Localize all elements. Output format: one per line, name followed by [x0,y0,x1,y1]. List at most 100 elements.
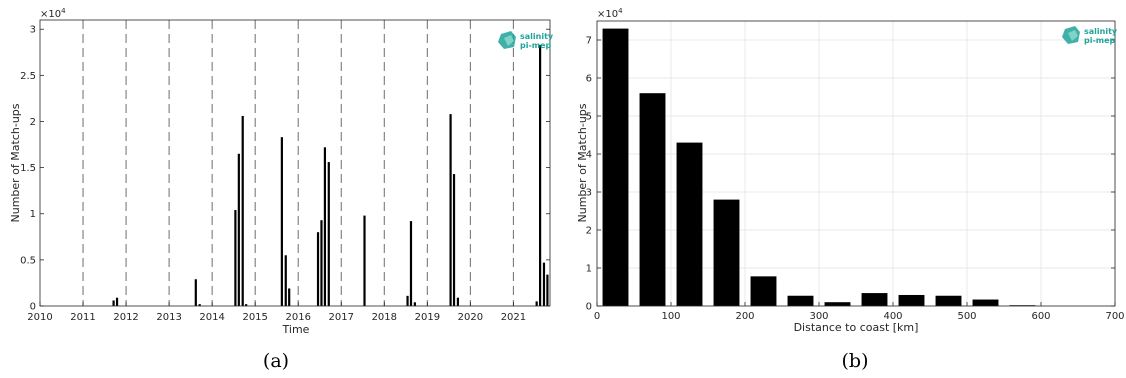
y-tick-label: 1 [30,209,36,220]
time-bar [112,300,115,306]
time-bar [245,304,248,306]
panel-a-x-ticks: 2010 2011 2012 2013 2014 2015 2016 2017 2018 2019… [27,302,526,323]
panel-b-plot-area [597,21,1115,306]
panel-b-axes-box [596,20,1116,307]
panel-a-axes-box [39,19,551,307]
panel-a-y-exponent: ×104 [40,7,66,20]
distance-bar [639,93,666,306]
y-tick-label: 0 [586,302,592,313]
distance-bar [972,299,999,306]
panel-a-bars [112,44,549,307]
caption-b: (b) [842,350,869,372]
caption-a: (a) [263,350,289,372]
x-tick-label: 700 [1105,311,1124,322]
distance-bar [713,199,740,306]
y-tick-label: 1.5 [20,163,36,174]
time-bar [280,137,283,306]
x-tick-label: 2015 [242,312,267,323]
x-tick-label: 2014 [199,312,224,323]
y-tick-label: 0.5 [20,255,36,266]
time-bar [535,301,538,306]
logo-line2: pi-mep [1084,36,1116,45]
logo-line1: salinity [520,32,554,41]
x-tick-label: 2017 [329,312,354,323]
panel-a-x-label: Time [282,323,310,336]
x-tick-label: 2016 [286,312,311,323]
salinity-logo-icon-facet [504,35,514,46]
logo-line2: pi-mep [520,41,552,50]
time-bar [237,153,240,306]
panel-b-y-label: Number of Match-ups [576,103,589,222]
y-tick-label: 3 [586,188,592,199]
x-tick-label: 2012 [113,312,138,323]
time-bar [288,288,291,306]
y-tick-label: 0 [30,302,36,313]
time-bar [234,210,237,306]
panel-b-distance-histogram: 0 1 2 3 4 5 6 7 0 100 200 300 400 500 600 700 ×104 Dis… [576,7,1125,372]
distance-bar [898,294,925,306]
y-tick-label: 2.5 [20,71,36,82]
time-bar [539,44,542,307]
y-tick-label: 7 [586,36,592,47]
x-tick-label: 2013 [156,312,181,323]
time-bar [449,114,452,306]
x-tick-label: 600 [1031,311,1050,322]
distance-bar [824,302,851,306]
x-tick-label: 2010 [27,312,52,323]
time-bar [406,295,409,306]
time-bar [546,274,549,306]
time-bar [363,215,366,306]
time-bar [115,297,119,306]
x-tick-label: 400 [883,311,902,322]
time-bar [241,115,244,306]
y-tick-label: 5 [586,112,592,123]
logo-line1: salinity [1084,27,1118,36]
y-tick-label: 4 [586,150,592,161]
y-tick-label: 6 [586,74,592,85]
x-tick-label: 2019 [415,312,440,323]
distance-bar [602,28,629,306]
x-tick-label: 2020 [458,312,483,323]
time-bar [320,220,323,306]
panel-b-x-label: Distance to coast [km] [794,321,919,334]
salinity-logo-icon-facet [1068,30,1078,41]
time-bar [323,147,327,306]
time-bar [542,262,546,306]
panel-a-plot-area [40,20,550,306]
panel-a-y-ticks: 0 0.5 1 1.5 2 2.5 3 [20,25,550,313]
y-tick-label: 1 [586,264,592,275]
distance-bar [676,142,703,306]
time-bar [198,304,201,306]
panel-b-y-ticks: 0 1 2 3 4 5 6 7 [586,36,1115,313]
time-bar [316,232,320,306]
y-tick-label: 2 [30,117,36,128]
x-tick-label: 0 [594,311,600,322]
panel-a-year-dividers [82,20,514,306]
y-tick-label: 3 [30,25,36,36]
time-bar [327,162,330,306]
panel-b-y-exponent: ×104 [597,7,623,20]
x-tick-label: 2021 [501,312,526,323]
panel-a-y-label: Number of Match-ups [9,103,22,222]
x-tick-label: 300 [809,311,828,322]
panel-b-logo: salinity pi-mep [1062,26,1118,45]
time-bar [456,297,459,306]
time-bar [194,279,197,306]
x-tick-label: 2018 [372,312,397,323]
panel-a-logo: salinity pi-mep [498,31,554,50]
panel-a-time-histogram: 00.511.522.53 2010 2011 2012 2013 2014 2015 20… [9,7,554,372]
distance-bar [750,276,777,306]
x-tick-label: 2011 [70,312,95,323]
time-bar [409,221,413,306]
x-tick-label: 200 [735,311,754,322]
distance-bar [935,295,962,306]
time-bar [284,255,287,306]
distance-bar [787,295,814,306]
time-bar [413,302,416,306]
time-bar [452,174,456,306]
x-tick-label: 500 [957,311,976,322]
distance-bar [861,293,888,306]
x-tick-label: 100 [661,311,680,322]
y-tick-label: 2 [586,226,592,237]
